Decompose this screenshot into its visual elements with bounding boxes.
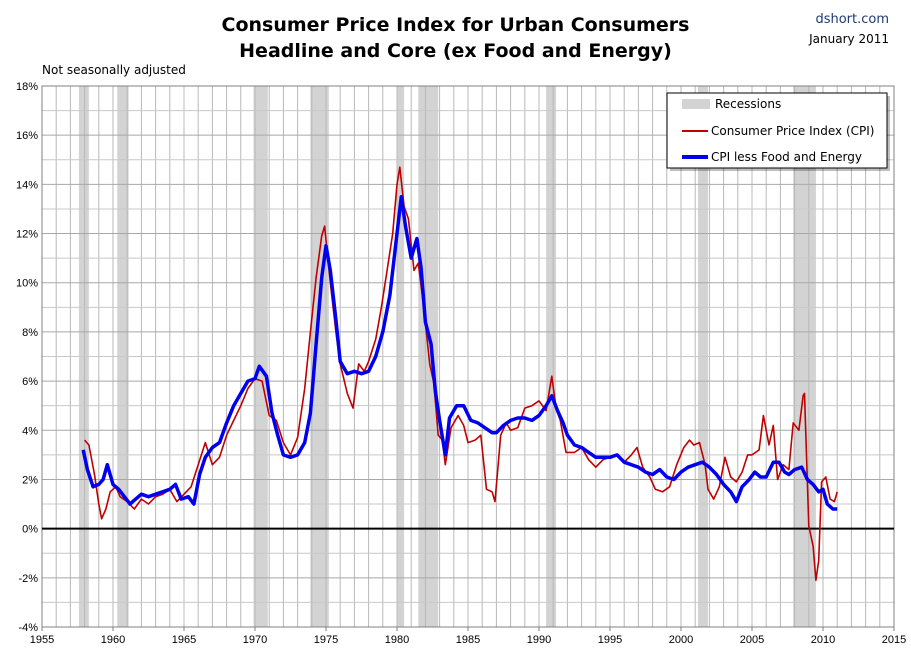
x-tick-label: 2000 bbox=[669, 634, 693, 646]
legend-swatch-recessions bbox=[682, 99, 710, 109]
y-tick-label: 12% bbox=[16, 229, 38, 241]
legend-label-cpi: Consumer Price Index (CPI) bbox=[711, 124, 874, 138]
x-tick-label: 1965 bbox=[172, 634, 196, 646]
seasonal-note: Not seasonally adjusted bbox=[42, 63, 186, 77]
core-cpi-series-line bbox=[81, 194, 838, 511]
x-tick-label: 2010 bbox=[811, 634, 835, 646]
y-tick-label: 18% bbox=[16, 81, 38, 93]
x-tick-label: 2005 bbox=[740, 634, 764, 646]
cpi-series-line bbox=[83, 166, 838, 582]
x-tick-label: 1995 bbox=[598, 634, 622, 646]
y-tick-label: 14% bbox=[16, 179, 38, 191]
grid-layer bbox=[41, 85, 895, 628]
x-tick-label: 1970 bbox=[243, 634, 267, 646]
y-tick-label: 10% bbox=[16, 278, 38, 290]
y-tick-label: 4% bbox=[22, 425, 38, 437]
x-tick-label: 1955 bbox=[30, 634, 54, 646]
legend: Recessions Consumer Price Index (CPI) CP… bbox=[666, 92, 890, 171]
axes-layer: 18% 16% 14% 12% 10% 8% 6% 4% 2% 0% -2% -4%1955 1960 1… bbox=[16, 81, 906, 646]
y-tick-label: 8% bbox=[22, 327, 38, 339]
x-tick-label: 1975 bbox=[314, 634, 338, 646]
chart-title-line1: Consumer Price Index for Urban Consumers bbox=[221, 14, 690, 36]
source-label: dshort.com bbox=[815, 12, 889, 27]
date-label: January 2011 bbox=[809, 32, 889, 46]
legend-label-recessions: Recessions bbox=[715, 97, 781, 111]
x-tick-label: 1990 bbox=[527, 634, 551, 646]
y-tick-label: 6% bbox=[22, 376, 38, 388]
y-tick-label: -4% bbox=[18, 622, 38, 634]
series-layer bbox=[81, 166, 838, 582]
chart-title-line2: Headline and Core (ex Food and Energy) bbox=[239, 40, 672, 62]
y-tick-label: -2% bbox=[18, 573, 38, 585]
x-tick-label: 2015 bbox=[882, 634, 906, 646]
y-tick-label: 2% bbox=[22, 474, 38, 486]
legend-label-core: CPI less Food and Energy bbox=[711, 150, 862, 164]
x-tick-label: 1980 bbox=[385, 634, 409, 646]
y-tick-label: 16% bbox=[16, 130, 38, 142]
x-tick-label: 1960 bbox=[101, 634, 125, 646]
x-tick-label: 1985 bbox=[456, 634, 480, 646]
y-tick-label: 0% bbox=[22, 524, 38, 536]
